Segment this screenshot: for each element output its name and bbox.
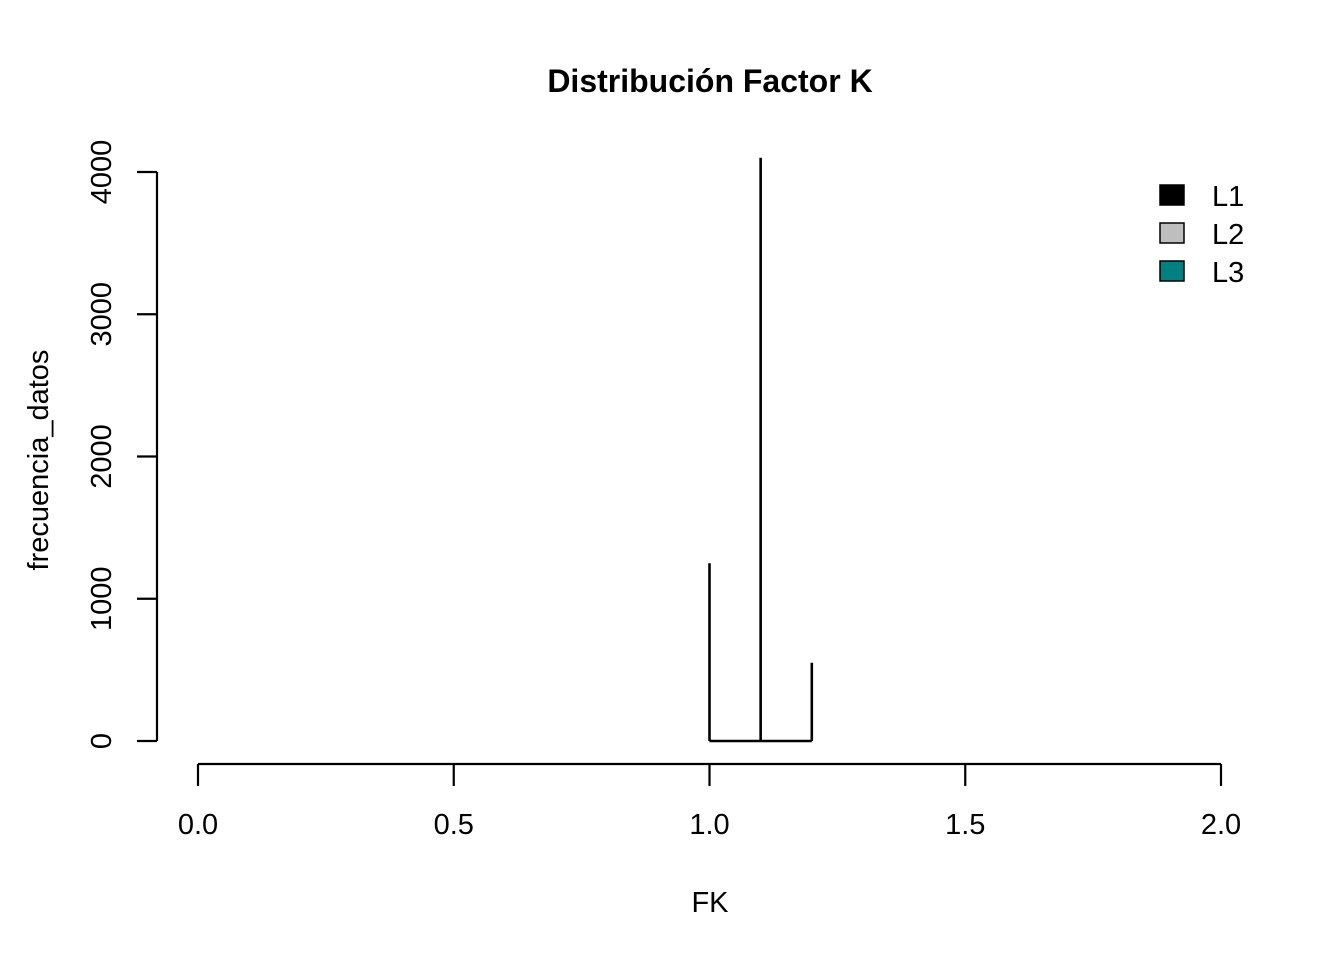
chart-title: Distribución Factor K [547, 63, 872, 99]
x-tick-label: 1.5 [945, 809, 985, 841]
x-axis: 0.0 0.5 1.0 1.5 2.0 [178, 762, 1241, 841]
y-axis: 0 1000 2000 3000 4000 [86, 140, 159, 749]
y-tick-label: 2000 [86, 424, 118, 489]
legend-label: L3 [1212, 257, 1244, 289]
y-axis-label: frecuencia_datos [23, 350, 55, 571]
x-tick-label: 2.0 [1201, 809, 1241, 841]
histogram-marks [708, 157, 814, 743]
legend-swatch [1159, 222, 1185, 244]
legend-swatch [1159, 184, 1185, 206]
legend-swatch [1159, 260, 1185, 282]
x-tick-label: 0.0 [178, 809, 218, 841]
x-tick-label: 0.5 [434, 809, 474, 841]
legend: L1 L2 L3 [1159, 181, 1244, 289]
x-axis-label: FK [691, 887, 729, 919]
legend-label: L2 [1212, 219, 1244, 251]
y-tick-label: 1000 [86, 566, 118, 631]
x-tick-label: 1.0 [689, 809, 729, 841]
y-tick-label: 4000 [86, 140, 118, 205]
y-tick-label: 3000 [86, 282, 118, 347]
legend-label: L1 [1212, 181, 1244, 213]
y-tick-label: 0 [86, 733, 118, 749]
